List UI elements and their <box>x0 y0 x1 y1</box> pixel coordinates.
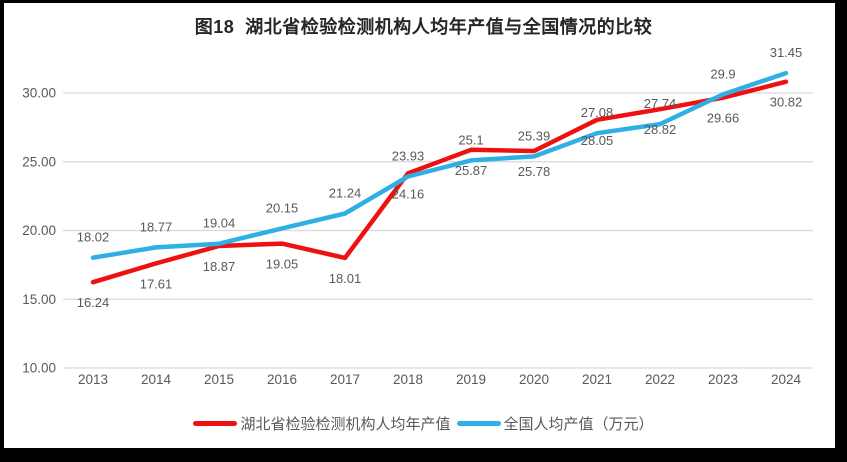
national-series-line-swatch-icon <box>456 420 501 426</box>
x-axis-tick-label: 2017 <box>330 372 360 387</box>
hubei-data-label: 28.05 <box>581 133 614 148</box>
chart-background <box>4 3 835 448</box>
national-data-label: 19.04 <box>203 216 236 231</box>
x-axis-tick-label: 2015 <box>204 372 234 387</box>
y-axis-tick-label: 10.00 <box>22 361 56 376</box>
hubei-data-label: 17.61 <box>140 276 173 291</box>
x-axis-tick-label: 2013 <box>78 372 108 387</box>
x-axis-tick-label: 2014 <box>141 372 172 387</box>
x-axis-tick-label: 2022 <box>645 372 675 387</box>
legend-label-national: 全国人均产值（万元） <box>503 415 654 433</box>
x-axis-tick-label: 2024 <box>771 372 802 387</box>
national-data-label: 21.24 <box>329 185 362 200</box>
national-data-label: 27.74 <box>644 96 677 111</box>
hubei-series-line <box>90 79 789 285</box>
hubei-data-label: 18.01 <box>329 271 362 286</box>
hubei-series-line-swatch-icon <box>193 420 238 426</box>
y-axis-tick-label: 25.00 <box>22 154 56 169</box>
y-axis-tick-label: 20.00 <box>22 223 56 238</box>
national-data-label: 23.93 <box>392 148 425 163</box>
x-axis-tick-label: 2018 <box>393 372 423 387</box>
y-axis-tick-label: 15.00 <box>22 292 56 307</box>
hubei-data-label: 28.82 <box>644 122 677 137</box>
hubei-data-label: 18.87 <box>203 259 236 274</box>
chart-legend: 湖北省检验检测机构人均年产值 全国人均产值（万元） <box>0 411 847 435</box>
x-axis-tick-label: 2020 <box>519 372 549 387</box>
national-data-label: 18.02 <box>77 230 110 245</box>
hubei-data-label: 29.66 <box>707 111 740 126</box>
hubei-data-label: 30.82 <box>770 95 803 110</box>
national-data-label: 25.1 <box>458 132 483 147</box>
national-series-line <box>90 70 789 260</box>
chart-title: 图18 湖北省检验检测机构人均年产值与全国情况的比较 <box>194 17 653 37</box>
national-data-label: 31.45 <box>770 45 803 60</box>
legend-item-national: 全国人均产值（万元） <box>456 413 654 434</box>
x-axis-tick-label: 2019 <box>456 372 486 387</box>
hubei-data-label: 16.24 <box>77 295 110 310</box>
hubei-data-label: 25.87 <box>455 163 488 178</box>
national-data-label: 25.39 <box>518 128 551 143</box>
national-data-label: 27.08 <box>581 105 614 120</box>
y-axis-tick-label: 30.00 <box>22 86 56 101</box>
hubei-data-label: 25.78 <box>518 164 551 179</box>
x-axis-tick-label: 2023 <box>708 372 738 387</box>
hubei-data-label: 24.16 <box>392 186 425 201</box>
national-data-label: 29.9 <box>710 66 735 81</box>
legend-label-hubei: 湖北省检验检测机构人均年产值 <box>240 415 451 433</box>
hubei-data-label: 19.05 <box>266 257 299 272</box>
legend-item-hubei: 湖北省检验检测机构人均年产值 <box>193 413 451 434</box>
x-axis-tick-label: 2016 <box>267 372 297 387</box>
national-data-label: 18.77 <box>140 219 173 234</box>
national-data-label: 20.15 <box>266 200 299 215</box>
x-axis-tick-label: 2021 <box>582 372 612 387</box>
